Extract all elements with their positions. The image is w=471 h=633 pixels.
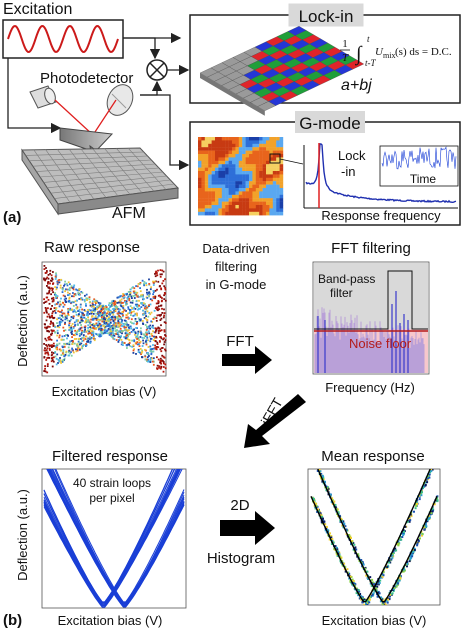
ifft-arrow-icon — [244, 394, 306, 448]
formula-lower: t-T — [365, 58, 376, 68]
fft-filter-plot: Band-pass filter Noise floor — [312, 261, 430, 375]
response-spectrum: Lock -in Time Response frequency — [303, 143, 459, 223]
lockin-title-bg — [288, 3, 364, 27]
center-text-1: Data-driven — [202, 241, 269, 256]
time-label: Time — [410, 172, 437, 186]
filtered-xlabel: Excitation bias (V) — [58, 613, 163, 628]
center-text-3: in G-mode — [206, 277, 267, 292]
complex-label: a+bj — [341, 77, 372, 94]
lockin-label-2: -in — [341, 164, 355, 179]
lockin-label-1: Lock — [338, 148, 366, 163]
bandpass-label-2: filter — [330, 286, 353, 300]
noise-floor-label: Noise floor — [349, 336, 412, 351]
fft-arrow-icon — [222, 346, 272, 374]
loops-note-1: 40 strain loops — [73, 476, 151, 490]
hist-arrow-label-2: Histogram — [207, 550, 275, 567]
formula-integrand: U — [375, 46, 384, 58]
checkerboard-icon — [199, 26, 365, 116]
raw-ylabel: Deflection (a.u.) — [15, 275, 30, 367]
raw-response-plot — [41, 261, 167, 377]
laser-icon — [29, 85, 57, 109]
formula-upper: t — [367, 34, 370, 44]
zoom-square — [269, 153, 281, 164]
loops-note-2: per pixel — [89, 491, 134, 505]
afm-stage — [21, 127, 180, 216]
formula-den: T — [342, 52, 349, 64]
mean-response-plot — [307, 468, 441, 606]
mean-xlabel: Excitation bias (V) — [322, 613, 427, 628]
raw-xlabel: Excitation bias (V) — [52, 384, 157, 399]
hist-arrow-label-1: 2D — [230, 497, 249, 514]
hist-arrow-icon — [220, 511, 275, 545]
wire-excitation-mixer — [123, 37, 161, 60]
time-inset — [379, 145, 459, 187]
panel-b-label: (b) — [3, 612, 22, 629]
filtered-title: Filtered response — [52, 448, 168, 465]
center-text-2: filtering — [215, 259, 257, 274]
fft-title: FFT filtering — [331, 240, 411, 257]
formula-sub: mix — [383, 51, 395, 60]
excitation-source: Excitation — [2, 1, 124, 59]
gmode-title: G-mode — [299, 114, 360, 133]
afm-label: AFM — [112, 205, 146, 222]
bandpass-label-1: Band-pass — [318, 272, 375, 286]
domain-map-image — [198, 137, 284, 216]
formula-num: 1 — [342, 38, 348, 50]
integral-sign: ∫ — [354, 43, 363, 66]
formula-tail: (s) ds = D.C. — [395, 46, 452, 58]
panel-a-label: (a) — [3, 209, 21, 226]
lockin-title: Lock-in — [299, 7, 354, 26]
fft-arrow-label: FFT — [226, 333, 254, 350]
wire-detector-mixer — [140, 80, 163, 96]
mean-title: Mean response — [321, 448, 424, 465]
filtered-ylabel: Deflection (a.u.) — [15, 489, 30, 581]
wire-excitation-afm — [7, 58, 62, 134]
raw-title: Raw response — [44, 239, 140, 256]
gray-background — [314, 263, 428, 329]
bandpass-outline — [314, 270, 428, 330]
filtered-response-plot: 40 strain loops per pixel — [41, 468, 187, 609]
wire-detector-gmode — [140, 94, 190, 171]
photodetector-label: Photodetector — [40, 70, 133, 87]
sine-wave-icon — [7, 24, 119, 54]
gmode-box: G-mode Lock -in Time Response frequency — [189, 111, 461, 226]
photodetector-icon — [106, 84, 134, 116]
fft-xlabel: Frequency (Hz) — [325, 380, 415, 395]
lockin-box: Lock-in 1 T ∫ t t-T U mix (s) ds = D.C. … — [189, 3, 461, 116]
gmode-title-bg — [295, 111, 365, 133]
response-frequency-label: Response frequency — [321, 208, 441, 223]
excitation-label: Excitation — [3, 1, 72, 18]
mixer — [146, 59, 168, 81]
